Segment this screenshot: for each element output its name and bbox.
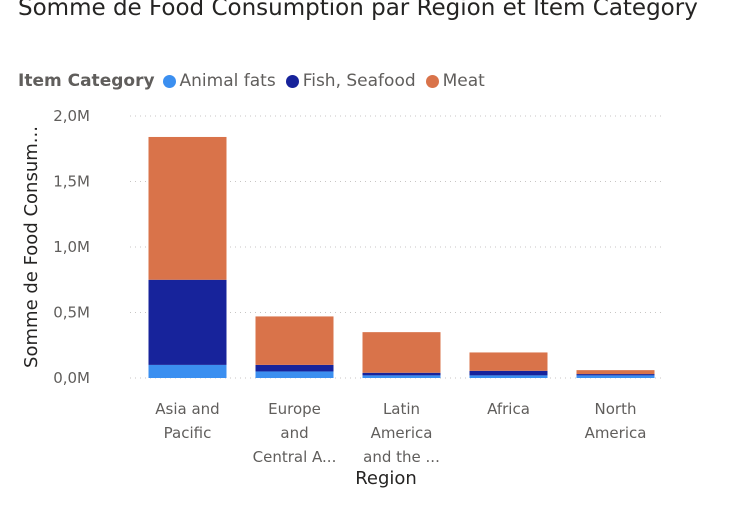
x-tick-label: Pacific <box>164 424 212 442</box>
legend-items: Animal fats Fish, Seafood Meat <box>162 71 495 91</box>
x-tick-label: America <box>371 424 433 442</box>
bar-segment[interactable] <box>148 136 227 280</box>
x-axis-title: Region <box>355 468 417 489</box>
x-tick-label: Europe <box>268 400 321 418</box>
x-tick-label: America <box>585 424 647 442</box>
bar-segment[interactable] <box>148 364 227 378</box>
bar-segment[interactable] <box>255 371 334 378</box>
chart-title: Somme de Food Consumption par Region et … <box>18 0 698 21</box>
bars <box>148 136 655 378</box>
y-tick-label: 0,5M <box>53 304 90 322</box>
bar-segment[interactable] <box>255 364 334 372</box>
y-tick-label: 1,0M <box>53 238 90 256</box>
bar-segment[interactable] <box>362 372 441 376</box>
bar-segment[interactable] <box>576 374 655 376</box>
x-tick-label: Africa <box>487 400 530 418</box>
bar-segment[interactable] <box>255 316 334 365</box>
x-tick-label: and <box>280 424 308 442</box>
legend-item[interactable]: Fish, Seafood <box>285 71 416 91</box>
bar-segment[interactable] <box>576 370 655 375</box>
gridlines <box>130 115 665 379</box>
x-tick-label: North <box>595 400 637 418</box>
legend-swatch <box>162 74 176 88</box>
legend-item[interactable]: Meat <box>425 71 485 91</box>
bar-segment[interactable] <box>148 279 227 365</box>
legend-swatch <box>425 74 439 88</box>
bar-segment[interactable] <box>469 352 548 371</box>
bar-segment[interactable] <box>469 375 548 378</box>
x-tick-label: Asia and <box>155 400 219 418</box>
bar-segment[interactable] <box>469 370 548 376</box>
x-tick-label: Latin <box>383 400 420 418</box>
legend-item[interactable]: Animal fats <box>162 71 276 91</box>
legend-label: Animal fats <box>179 71 276 91</box>
legend: Item Category Animal fats Fish, Seafood Me… <box>18 70 495 92</box>
bar-segment[interactable] <box>576 375 655 378</box>
x-tick-label: Central A... <box>253 448 337 466</box>
legend-swatch <box>285 74 299 88</box>
y-tick-label: 1,5M <box>53 173 90 191</box>
x-axis-ticks: Asia and Pacific Europe and Central A... Lati… <box>155 400 646 466</box>
y-axis-title: Somme de Food Consum... <box>21 126 42 368</box>
legend-label: Meat <box>442 71 485 91</box>
legend-label: Fish, Seafood <box>302 71 416 91</box>
y-tick-label: 2,0M <box>53 107 90 125</box>
bar-segment[interactable] <box>362 375 441 378</box>
legend-title: Item Category <box>18 71 155 91</box>
x-tick-label: and the ... <box>363 448 440 466</box>
bar-segment[interactable] <box>362 332 441 373</box>
y-tick-label: 0,0M <box>53 369 90 387</box>
y-axis-ticks: 0,0M 0,5M 1,0M 1,5M 2,0M <box>53 107 90 387</box>
